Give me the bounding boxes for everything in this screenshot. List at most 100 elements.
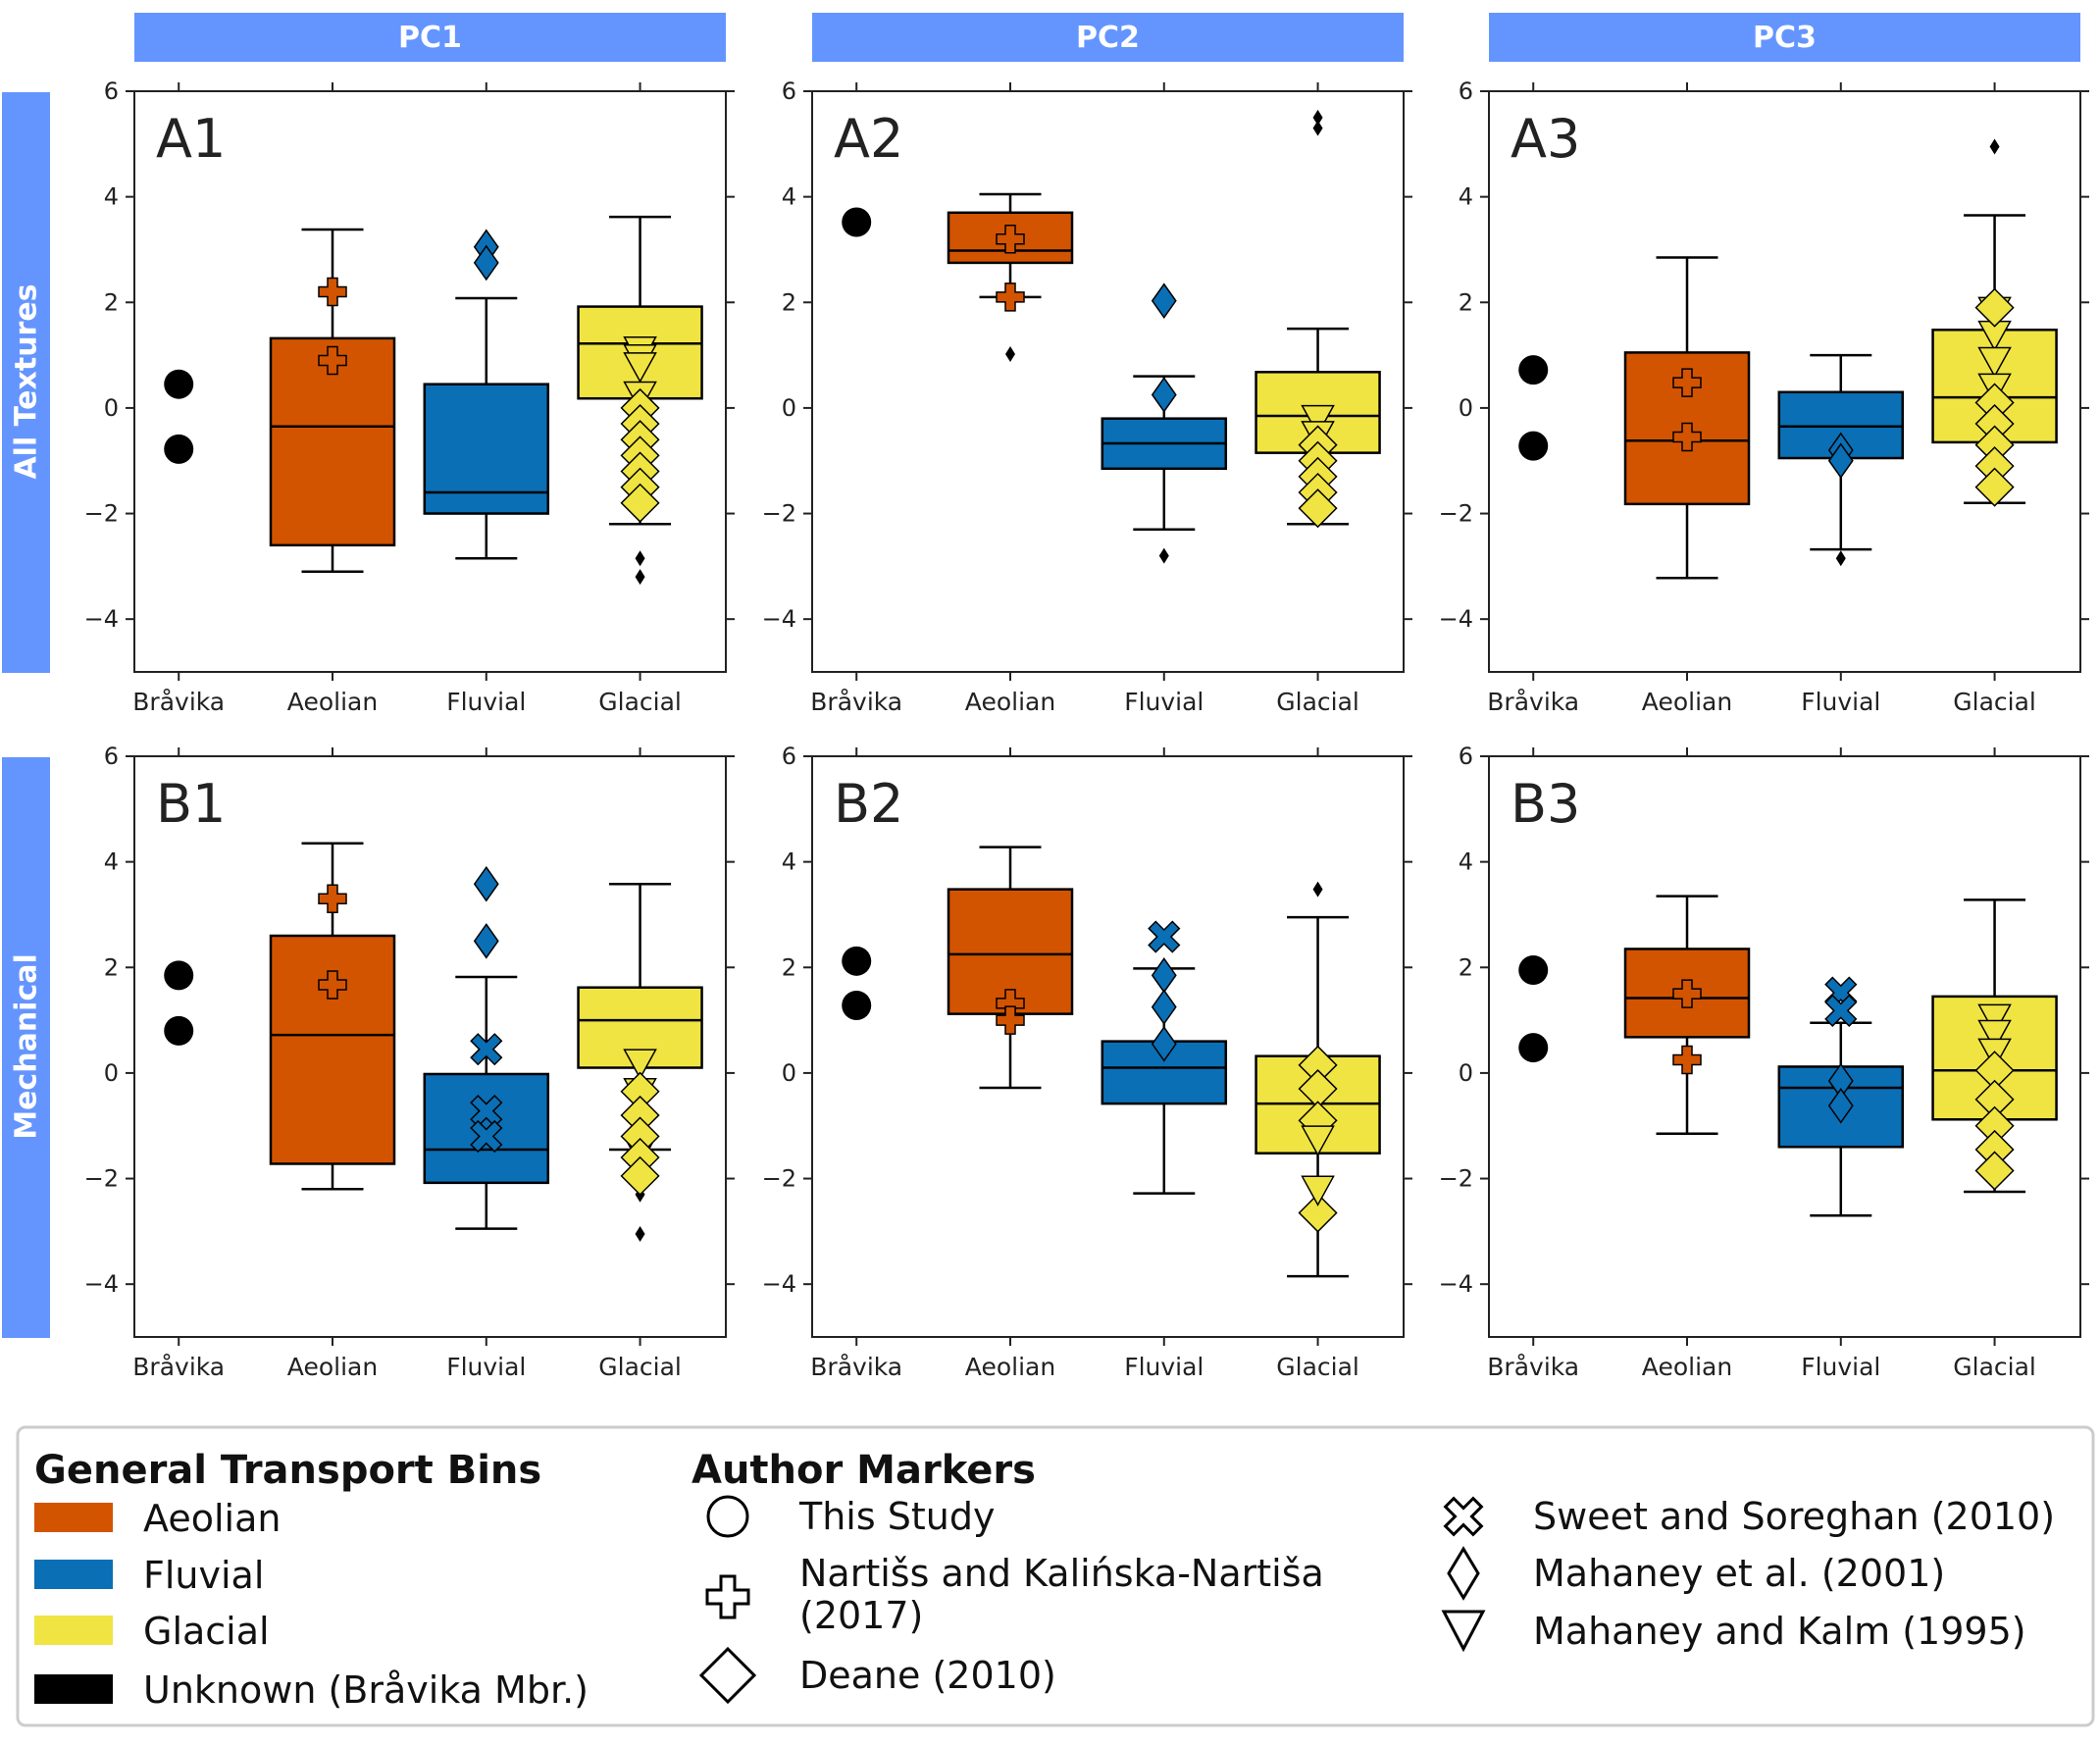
bravika-point bbox=[842, 207, 872, 237]
y-tick-label: 0 bbox=[104, 394, 119, 422]
column-banner-pc1 bbox=[134, 13, 726, 62]
row-banner-all-textures bbox=[2, 92, 50, 673]
thin-diamond-icon bbox=[1447, 1546, 1480, 1601]
y-tick-label: 6 bbox=[1459, 77, 1473, 105]
y-tick-label: −4 bbox=[84, 1270, 119, 1298]
deane-marker bbox=[1298, 488, 1338, 529]
aeolian-flier bbox=[1005, 346, 1016, 363]
sweet-soreghan-marker bbox=[470, 1033, 503, 1066]
nartiss-marker bbox=[318, 277, 347, 307]
legend-bin-label: Unknown (Bråvika Mbr.) bbox=[143, 1668, 589, 1712]
mahaney-2001-marker bbox=[473, 244, 499, 282]
nartiss-marker bbox=[318, 970, 347, 1000]
mahaney-2001-marker bbox=[1151, 377, 1177, 413]
mahaney-2001-marker bbox=[1827, 442, 1854, 480]
legend-marker-mahaney1995: Mahaney and Kalm (1995) bbox=[1441, 1610, 2026, 1653]
legend-bin-label: Aeolian bbox=[143, 1497, 281, 1540]
x-tick-label: Aeolian bbox=[1642, 1353, 1732, 1381]
mahaney-kalm-marker bbox=[1301, 404, 1335, 436]
legend-bin-label: Glacial bbox=[143, 1610, 270, 1653]
glacial-flier bbox=[635, 1226, 645, 1243]
legend-bin-aeolian: Aeolian bbox=[34, 1497, 281, 1540]
y-tick-label: 6 bbox=[104, 743, 119, 770]
plus-icon bbox=[705, 1574, 750, 1619]
legend-marker-label: Sweet and Soreghan (2010) bbox=[1533, 1495, 2055, 1538]
y-tick-label: −4 bbox=[1439, 605, 1473, 633]
mahaney-kalm-marker bbox=[623, 352, 657, 384]
y-tick-label: −4 bbox=[1439, 1270, 1473, 1298]
y-tick-label: 0 bbox=[782, 1059, 796, 1087]
x-tick-label: Fluvial bbox=[1801, 688, 1880, 716]
y-tick-label: 6 bbox=[1459, 743, 1473, 770]
mahaney-kalm-marker bbox=[1301, 1175, 1335, 1206]
nartiss-marker bbox=[1672, 422, 1702, 452]
x-tick-label: Glacial bbox=[598, 688, 682, 716]
column-header-pc1: PC1 bbox=[398, 21, 462, 55]
x-tick-label: Fluvial bbox=[1124, 688, 1204, 716]
panel-a2: −4 −2 0 2 4 6 Bråvika Aeolian Fluvial Glacial A2 bbox=[762, 77, 1412, 716]
mahaney-2001-marker bbox=[1151, 989, 1177, 1025]
glacial-flier bbox=[1312, 109, 1323, 126]
mahaney-kalm-marker bbox=[1977, 1003, 2012, 1035]
y-tick-label: 6 bbox=[782, 743, 796, 770]
x-tick-label: Bråvika bbox=[132, 688, 225, 716]
column-banner-pc2 bbox=[812, 13, 1404, 62]
legend-marker-nartiss: Nartišs and Kalińska-Nartiša (2017) bbox=[705, 1552, 1324, 1637]
triangle-down-icon bbox=[1441, 1610, 1486, 1653]
x-icon bbox=[1443, 1496, 1484, 1537]
panel-label: B3 bbox=[1511, 773, 1580, 835]
y-tick-label: 2 bbox=[1459, 953, 1473, 981]
y-tick-label: 4 bbox=[782, 183, 796, 211]
fluvial-swatch bbox=[34, 1560, 113, 1589]
y-tick-label: 4 bbox=[104, 183, 119, 211]
mahaney-kalm-marker bbox=[1977, 346, 2012, 379]
legend-marker-label: Mahaney et al. (2001) bbox=[1533, 1552, 1945, 1595]
nartiss-marker bbox=[1672, 1045, 1702, 1075]
aeolian-swatch bbox=[34, 1503, 113, 1532]
sweet-soreghan-marker bbox=[470, 1119, 503, 1154]
y-tick-label: 2 bbox=[104, 288, 119, 316]
deane-marker bbox=[1974, 1151, 2015, 1191]
deane-marker bbox=[1974, 467, 2015, 507]
x-tick-label: Bråvika bbox=[132, 1353, 225, 1381]
legend: General Transport Bins Aeolian Fluvial G… bbox=[16, 1425, 2095, 1727]
y-tick-label: 4 bbox=[1459, 848, 1473, 876]
x-tick-label: Glacial bbox=[1953, 1353, 2036, 1381]
sweet-soreghan-marker bbox=[1824, 994, 1858, 1028]
fluvial-flier bbox=[1835, 550, 1846, 567]
glacial-flier bbox=[635, 569, 645, 586]
legend-marker-label: Mahaney and Kalm (1995) bbox=[1533, 1610, 2026, 1653]
legend-bin-label: Fluvial bbox=[143, 1554, 264, 1597]
panel-label: A3 bbox=[1511, 108, 1580, 170]
y-tick-label: −2 bbox=[84, 1165, 119, 1193]
legend-bins-title: General Transport Bins bbox=[34, 1448, 541, 1493]
legend-bin-fluvial: Fluvial bbox=[34, 1554, 264, 1597]
x-tick-label: Aeolian bbox=[287, 1353, 378, 1381]
y-tick-label: 4 bbox=[782, 848, 796, 876]
y-tick-label: 6 bbox=[782, 77, 796, 105]
y-tick-label: −2 bbox=[762, 1165, 796, 1193]
legend-marker-mahaney2001: Mahaney et al. (2001) bbox=[1447, 1546, 1945, 1601]
glacial-flier bbox=[635, 550, 645, 567]
x-tick-label: Aeolian bbox=[965, 1353, 1055, 1381]
nartiss-marker bbox=[1672, 979, 1702, 1008]
fluvial-box bbox=[423, 383, 550, 515]
bravika-point bbox=[164, 960, 194, 991]
glacial-swatch bbox=[34, 1616, 113, 1645]
x-tick-label: Aeolian bbox=[287, 688, 378, 716]
legend-marker-label: Deane (2010) bbox=[799, 1654, 1056, 1697]
y-tick-label: 0 bbox=[104, 1059, 119, 1087]
y-tick-label: 6 bbox=[104, 77, 119, 105]
x-tick-label: Fluvial bbox=[446, 1353, 526, 1381]
y-tick-label: −4 bbox=[762, 605, 796, 633]
panel-label: A1 bbox=[156, 108, 226, 170]
bravika-point bbox=[842, 991, 872, 1021]
circle-icon bbox=[706, 1495, 749, 1538]
legend-marker-label-cont: (2017) bbox=[799, 1594, 923, 1637]
legend-marker-label: This Study bbox=[798, 1495, 995, 1538]
y-tick-label: 2 bbox=[104, 953, 119, 981]
column-header-pc2: PC2 bbox=[1076, 21, 1140, 55]
diamond-icon bbox=[698, 1646, 757, 1705]
panel-b1: −4 −2 0 2 4 6 Bråvika Aeolian Fluvial Glacial B1 bbox=[84, 743, 735, 1381]
